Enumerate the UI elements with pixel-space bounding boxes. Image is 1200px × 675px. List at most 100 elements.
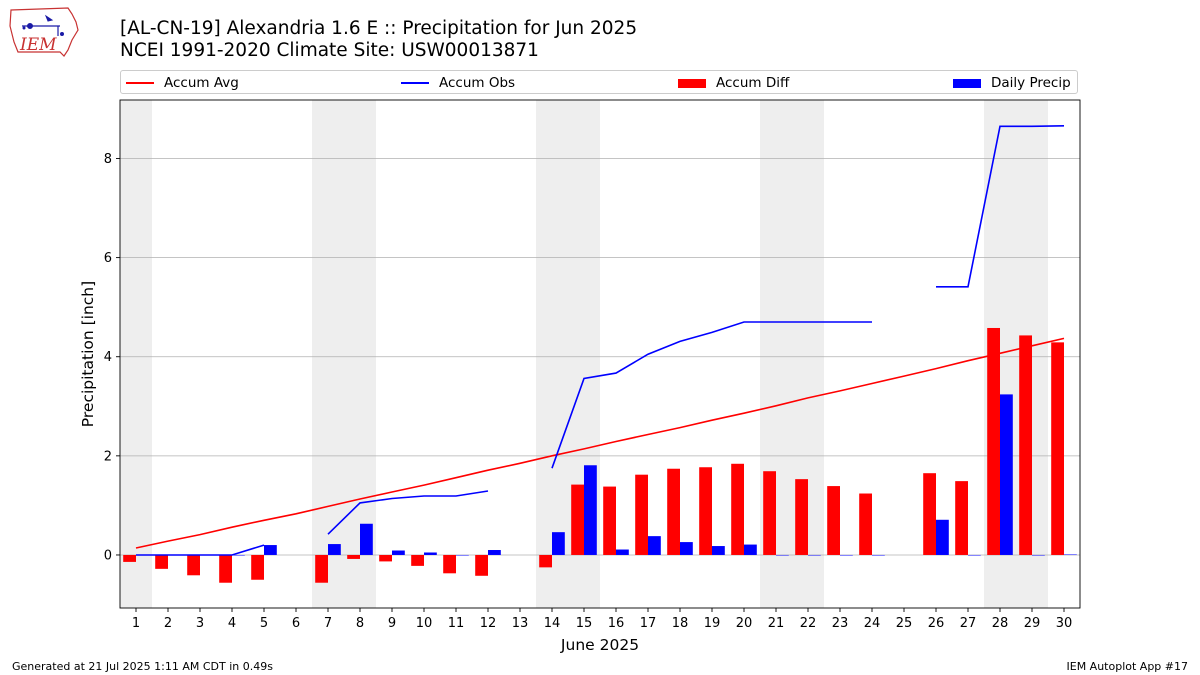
bar-daily-precip [232, 554, 245, 556]
plot-frame [119, 99, 1081, 609]
bar-daily-precip [456, 554, 469, 556]
bar-daily-precip [488, 550, 501, 555]
x-tick-label: 21 [768, 616, 785, 631]
y-axis-label: Precipitation [inch] [79, 281, 97, 427]
bar-daily-precip [616, 549, 629, 555]
x-tick-label: 3 [196, 616, 204, 631]
y-tick-label: 6 [104, 251, 112, 266]
bar-daily-precip [680, 542, 693, 555]
x-tick-label: 8 [356, 616, 364, 631]
legend-item-daily-precip: Daily Precip [953, 74, 1071, 92]
legend-label: Accum Diff [716, 75, 790, 91]
y-tick-label: 2 [104, 449, 112, 464]
x-tick-label: 16 [608, 616, 625, 631]
iem-logo: IEM [9, 7, 79, 57]
bar-accum-diff [315, 554, 328, 583]
bar-accum-diff [571, 484, 584, 555]
bar-accum-diff [219, 554, 232, 583]
x-tick-label: 4 [228, 616, 236, 631]
x-tick-label: 23 [832, 616, 849, 631]
x-tick-label: 5 [260, 616, 268, 631]
line-accum-obs [551, 321, 872, 469]
bar-accum-diff [731, 463, 744, 555]
x-tick-label: 19 [704, 616, 721, 631]
x-tick-label: 29 [1024, 616, 1041, 631]
bar-daily-precip [872, 554, 885, 556]
bar-accum-diff [603, 486, 616, 555]
chart-subtitle: NCEI 1991-2020 Climate Site: USW00013871 [120, 40, 539, 61]
x-tick-label: 25 [896, 616, 913, 631]
x-axis-label: June 2025 [560, 636, 639, 654]
bar-daily-precip [552, 532, 565, 555]
bar-accum-diff [379, 554, 392, 562]
legend-item-accum-avg: Accum Avg [126, 74, 239, 92]
legend-item-accum-diff: Accum Diff [678, 74, 789, 92]
bar-daily-precip [360, 523, 373, 555]
plot-area [123, 125, 1077, 583]
bar-daily-precip [648, 536, 661, 555]
bar-accum-diff [763, 471, 776, 555]
bar-accum-diff [635, 474, 648, 555]
y-tick-label: 0 [104, 548, 112, 563]
x-tick-label: 2 [164, 616, 172, 631]
bar-daily-precip [712, 546, 725, 555]
line-accum-obs [327, 490, 489, 535]
x-tick-label: 18 [672, 616, 689, 631]
legend-label: Accum Avg [164, 75, 239, 91]
bar-daily-precip [808, 554, 821, 556]
legend-label: Accum Obs [439, 75, 516, 91]
x-tick-label: 11 [448, 616, 465, 631]
chart-legend: Accum Avg Accum Obs Accum Diff Daily Pre… [120, 70, 1078, 94]
x-tick-label: 24 [864, 616, 881, 631]
legend-swatch [953, 78, 981, 88]
bar-accum-diff [667, 468, 680, 555]
bar-accum-diff [987, 327, 1000, 555]
bar-accum-diff [539, 554, 552, 568]
bar-accum-diff [475, 554, 488, 576]
bar-accum-diff [859, 493, 872, 555]
bar-daily-precip [776, 554, 789, 556]
x-tick-label: 26 [928, 616, 945, 631]
x-tick-label: 10 [416, 616, 433, 631]
x-tick-label: 22 [800, 616, 817, 631]
bar-accum-diff [123, 554, 136, 562]
y-tick-label: 8 [104, 152, 112, 167]
weekend-band [120, 100, 152, 608]
bar-accum-diff [955, 481, 968, 555]
bar-accum-diff [251, 554, 264, 580]
bar-accum-diff [1019, 335, 1032, 555]
line-accum-obs [136, 544, 265, 556]
x-tick-label: 7 [324, 616, 332, 631]
bar-daily-precip [744, 544, 757, 555]
bar-daily-precip [264, 545, 277, 555]
bar-accum-diff [923, 473, 936, 555]
legend-item-accum-obs: Accum Obs [401, 74, 515, 92]
bar-accum-diff [827, 486, 840, 555]
bar-daily-precip [968, 554, 981, 556]
x-tick-label: 12 [480, 616, 497, 631]
legend-swatch [678, 78, 706, 88]
legend-swatch [401, 82, 429, 84]
bar-accum-diff [155, 554, 168, 569]
bar-daily-precip [328, 544, 341, 555]
y-tick-label: 4 [104, 350, 112, 365]
bar-accum-diff [187, 554, 200, 576]
bar-accum-diff [1051, 342, 1064, 555]
bar-accum-diff [699, 467, 712, 555]
logo-state-outline [9, 7, 79, 57]
x-tick-label: 14 [544, 616, 561, 631]
weather-station-icon [22, 14, 64, 36]
footer-generated-text: Generated at 21 Jul 2025 1:11 AM CDT in … [12, 660, 273, 673]
legend-swatch [126, 82, 154, 84]
chart-title: [AL-CN-19] Alexandria 1.6 E :: Precipita… [120, 18, 638, 39]
bar-daily-precip [936, 519, 949, 555]
bar-daily-precip [424, 552, 437, 555]
bar-accum-diff [411, 554, 424, 566]
line-accum-avg [135, 337, 1065, 549]
bar-daily-precip [392, 550, 405, 555]
weekend-band [312, 100, 376, 608]
bar-daily-precip [840, 554, 853, 556]
x-tick-label: 28 [992, 616, 1009, 631]
bar-daily-precip [1064, 554, 1077, 555]
x-tick-label: 30 [1056, 616, 1073, 631]
